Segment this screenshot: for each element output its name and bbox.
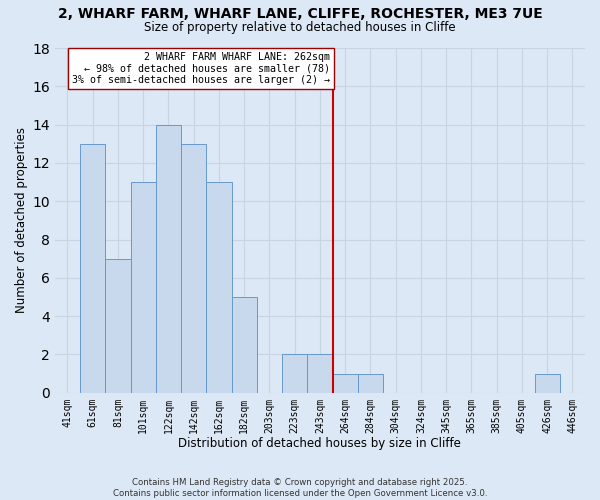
Bar: [131, 182, 156, 392]
Bar: [358, 374, 383, 392]
Text: Contains HM Land Registry data © Crown copyright and database right 2025.
Contai: Contains HM Land Registry data © Crown c…: [113, 478, 487, 498]
Y-axis label: Number of detached properties: Number of detached properties: [15, 128, 28, 314]
Bar: [232, 297, 257, 392]
Bar: [181, 144, 206, 392]
Bar: [80, 144, 105, 392]
Bar: [206, 182, 232, 392]
Bar: [282, 354, 307, 393]
X-axis label: Distribution of detached houses by size in Cliffe: Distribution of detached houses by size …: [178, 437, 461, 450]
Text: 2, WHARF FARM, WHARF LANE, CLIFFE, ROCHESTER, ME3 7UE: 2, WHARF FARM, WHARF LANE, CLIFFE, ROCHE…: [58, 8, 542, 22]
Bar: [307, 354, 332, 393]
Bar: [332, 374, 358, 392]
Text: Size of property relative to detached houses in Cliffe: Size of property relative to detached ho…: [144, 22, 456, 35]
Bar: [105, 258, 131, 392]
Bar: [156, 124, 181, 392]
Bar: [535, 374, 560, 392]
Text: 2 WHARF FARM WHARF LANE: 262sqm
← 98% of detached houses are smaller (78)
3% of : 2 WHARF FARM WHARF LANE: 262sqm ← 98% of…: [72, 52, 330, 85]
